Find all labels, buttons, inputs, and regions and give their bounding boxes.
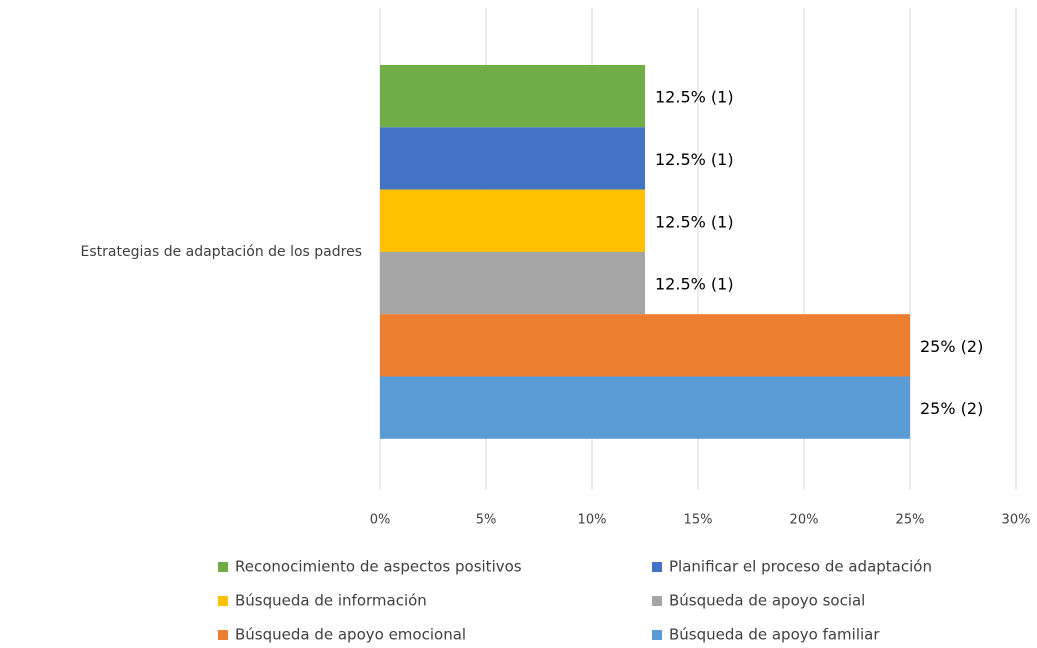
legend-label: Reconocimiento de aspectos positivos: [235, 558, 522, 576]
x-tick-label: 15%: [684, 513, 713, 528]
legend-label: Búsqueda de información: [235, 592, 427, 610]
legend-swatch: [218, 596, 228, 606]
data-label: 12.5% (1): [655, 88, 734, 107]
data-label: 12.5% (1): [655, 212, 734, 231]
legend-swatch: [652, 630, 662, 640]
data-label: 25% (2): [920, 337, 983, 356]
legend-swatch: [652, 596, 662, 606]
legend-swatch: [218, 562, 228, 572]
legend-label: Planificar el proceso de adaptación: [669, 558, 932, 576]
x-tick-label: 20%: [790, 513, 819, 528]
x-tick-label: 10%: [578, 513, 607, 528]
legend-swatch: [652, 562, 662, 572]
x-tick-label: 5%: [476, 513, 497, 528]
y-tick-label: Estrategias de adaptación de los padres: [81, 244, 362, 260]
bar: [380, 376, 910, 439]
x-tick-label: 25%: [896, 513, 925, 528]
legend-swatch: [218, 630, 228, 640]
data-label: 25% (2): [920, 399, 983, 418]
x-tick-label: 0%: [370, 513, 391, 528]
bar: [380, 251, 645, 315]
bar: [380, 65, 645, 128]
data-label: 12.5% (1): [655, 275, 734, 294]
bar: [380, 189, 645, 252]
x-tick-label: 30%: [1002, 513, 1031, 528]
legend-label: Búsqueda de apoyo social: [669, 592, 865, 610]
legend-label: Búsqueda de apoyo familiar: [669, 626, 880, 644]
bar: [380, 127, 645, 190]
legend-label: Búsqueda de apoyo emocional: [235, 626, 466, 644]
bar: [380, 314, 910, 377]
data-label: 12.5% (1): [655, 150, 734, 169]
